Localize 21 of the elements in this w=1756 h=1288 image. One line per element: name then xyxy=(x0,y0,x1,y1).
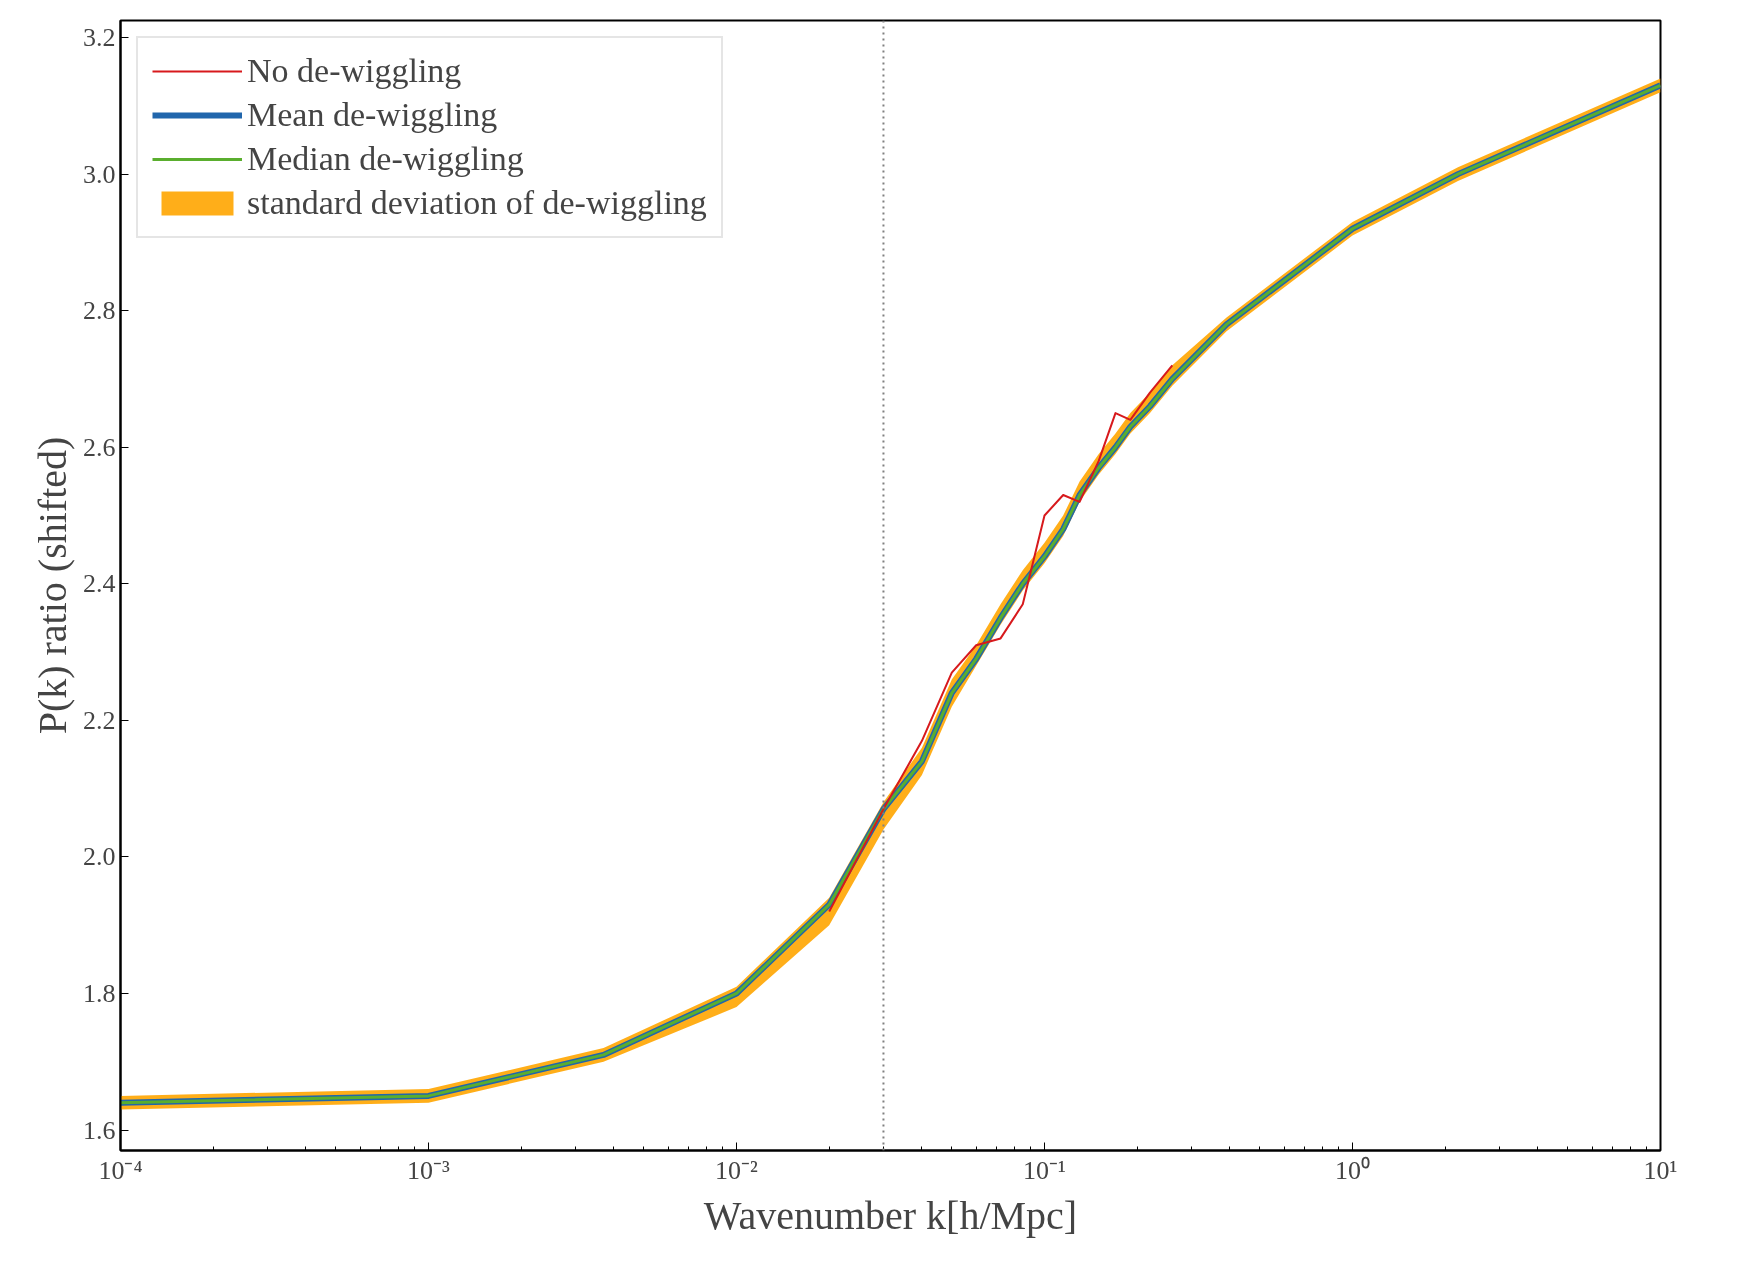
x-tick-label: 10⁻¹ xyxy=(1023,1155,1066,1185)
x-tick-label: 10⁻² xyxy=(715,1155,759,1185)
x-tick-label: 10⁰ xyxy=(1335,1155,1370,1185)
y-tick-label: 2.8 xyxy=(83,296,116,326)
legend-label: standard deviation of de-wiggling xyxy=(247,184,707,222)
legend-label: Median de-wiggling xyxy=(247,140,524,178)
y-tick-label: 2.6 xyxy=(83,432,116,462)
y-tick-label: 1.8 xyxy=(83,978,116,1008)
legend-label: Mean de-wiggling xyxy=(247,96,498,134)
y-tick-label: 1.6 xyxy=(83,1115,116,1145)
y-axis-title: P(k) ratio (shifted) xyxy=(30,436,75,735)
y-tick-label: 2.4 xyxy=(83,569,116,599)
y-tick-label: 2.2 xyxy=(83,705,116,735)
x-tick-label: 10¹ xyxy=(1643,1155,1678,1185)
x-tick-label: 10⁻⁴ xyxy=(98,1155,143,1185)
x-tick-label: 10⁻³ xyxy=(407,1155,451,1185)
y-tick-label: 3.2 xyxy=(83,23,116,53)
y-tick-label: 3.0 xyxy=(83,159,116,189)
legend-label: No de-wiggling xyxy=(247,52,462,90)
x-axis-title: Wavenumber k[h/Mpc] xyxy=(703,1192,1078,1238)
y-tick-label: 2.0 xyxy=(83,842,116,872)
